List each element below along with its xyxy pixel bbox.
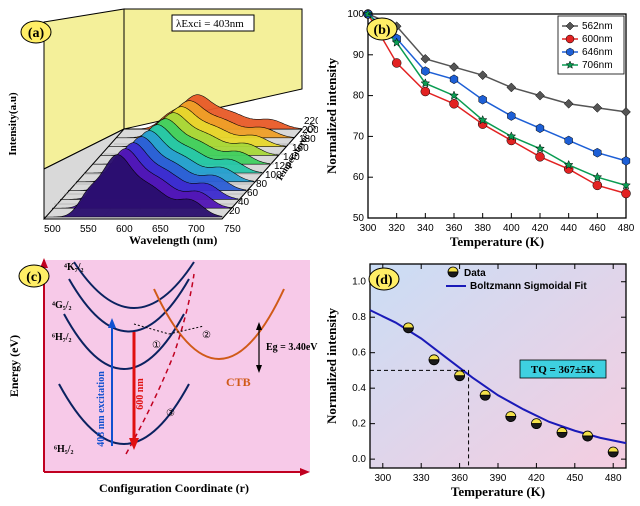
svg-text:400: 400 (503, 223, 520, 234)
svg-text:320: 320 (388, 223, 405, 234)
svg-text:0.8: 0.8 (352, 312, 366, 323)
circ-1: ① (152, 340, 161, 351)
svg-text:600nm: 600nm (582, 34, 613, 45)
panel-a-svg: Wavelength (nm) Intensity(a.u) Temperatu… (4, 4, 318, 250)
svg-text:650: 650 (152, 224, 169, 235)
svg-text:450: 450 (566, 473, 583, 484)
svg-text:750: 750 (224, 224, 241, 235)
badge-a-text: (a) (28, 26, 45, 41)
ylabel-a: Intensity(a.u) (7, 92, 19, 156)
panel-d-svg: 300 330 360 390 420 450 480 0.0 0.2 0.4 0.6 0.8 1.0… (322, 254, 636, 500)
figure-grid: Wavelength (nm) Intensity(a.u) Temperatu… (0, 0, 640, 506)
lvl-g: ⁴G₅/₂ (52, 300, 72, 311)
svg-text:1.0: 1.0 (352, 277, 366, 288)
svg-text:60: 60 (353, 172, 365, 183)
svg-text:460: 460 (589, 223, 606, 234)
svg-text:420: 420 (528, 473, 545, 484)
svg-text:706nm: 706nm (582, 60, 613, 71)
panel-b: 300 320 340 360 380 400 420 440 460 480 50 60 70 80 9… (322, 4, 636, 250)
svg-text:440: 440 (560, 223, 577, 234)
xlabel-b: Temperature (K) (450, 234, 544, 249)
lambda-text: λExci = 403nm (176, 18, 244, 30)
svg-text:220: 220 (304, 116, 318, 127)
panel-d: 300 330 360 390 420 450 480 0.0 0.2 0.4 0.6 0.8 1.0… (322, 254, 636, 500)
xlabel-d: Temperature (K) (451, 484, 545, 499)
svg-text:360: 360 (451, 473, 468, 484)
svg-text:340: 340 (417, 223, 434, 234)
circ-3: ③ (166, 408, 175, 419)
panel-a: Wavelength (nm) Intensity(a.u) Temperatu… (4, 4, 318, 250)
lvl-k: ⁴K₇/₂ (64, 262, 84, 273)
ylabel-b: Normalized intensity (324, 58, 339, 174)
svg-text:390: 390 (490, 473, 507, 484)
panel-c-svg: ① ② ③ Eg = 3.40eV ⁴K₇/₂ ⁴G₅/₂ ⁶H₇/₂ ⁶H₅/… (4, 254, 318, 500)
svg-text:0.2: 0.2 (352, 419, 366, 430)
svg-text:360: 360 (446, 223, 463, 234)
svg-text:300: 300 (374, 473, 391, 484)
tq-text: TQ = 367±5K (531, 364, 596, 376)
badge-b-text: (b) (373, 23, 390, 38)
svg-text:90: 90 (353, 50, 365, 61)
svg-text:0.0: 0.0 (352, 454, 366, 465)
circ-2: ② (202, 330, 211, 341)
panel-c-bg (44, 260, 310, 472)
eg-text: Eg = 3.40eV (266, 342, 318, 353)
ylabel-d: Normalized intensity (324, 308, 339, 424)
svg-text:420: 420 (532, 223, 549, 234)
svg-text:600: 600 (116, 224, 133, 235)
legend-data: Data (464, 268, 486, 279)
svg-text:80: 80 (353, 91, 365, 102)
xlabel-c: Configuration Coordinate (r) (99, 481, 249, 495)
panel-b-svg: 300 320 340 360 380 400 420 440 460 480 50 60 70 80 9… (322, 4, 636, 250)
svg-text:100: 100 (347, 9, 364, 20)
em-text: 600 nm (135, 378, 146, 410)
svg-text:330: 330 (413, 473, 430, 484)
svg-text:700: 700 (188, 224, 205, 235)
svg-text:50: 50 (353, 213, 365, 224)
ylabel-c: Energy (eV) (7, 335, 21, 397)
svg-text:480: 480 (618, 223, 635, 234)
badge-c-text: (c) (26, 270, 42, 285)
svg-text:0.4: 0.4 (352, 383, 366, 394)
svg-text:500: 500 (44, 224, 61, 235)
ctb-text: CTB (226, 375, 251, 389)
svg-text:380: 380 (474, 223, 491, 234)
panel-c: ① ② ③ Eg = 3.40eV ⁴K₇/₂ ⁴G₅/₂ ⁶H₇/₂ ⁶H₅/… (4, 254, 318, 500)
legend-fit: Boltzmann Sigmoidal Fit (470, 281, 587, 292)
svg-text:0.6: 0.6 (352, 348, 366, 359)
svg-text:550: 550 (80, 224, 97, 235)
badge-d-text: (d) (375, 273, 392, 288)
svg-text:480: 480 (605, 473, 622, 484)
svg-text:562nm: 562nm (582, 21, 613, 32)
xlabel-a: Wavelength (nm) (129, 233, 217, 247)
svg-text:646nm: 646nm (582, 47, 613, 58)
svg-text:70: 70 (353, 131, 365, 142)
exc-text: 403 nm excitation (96, 371, 107, 447)
lvl-h5: ⁶H₅/₂ (54, 444, 74, 455)
svg-text:300: 300 (360, 223, 377, 234)
lvl-h7: ⁶H₇/₂ (52, 332, 72, 343)
